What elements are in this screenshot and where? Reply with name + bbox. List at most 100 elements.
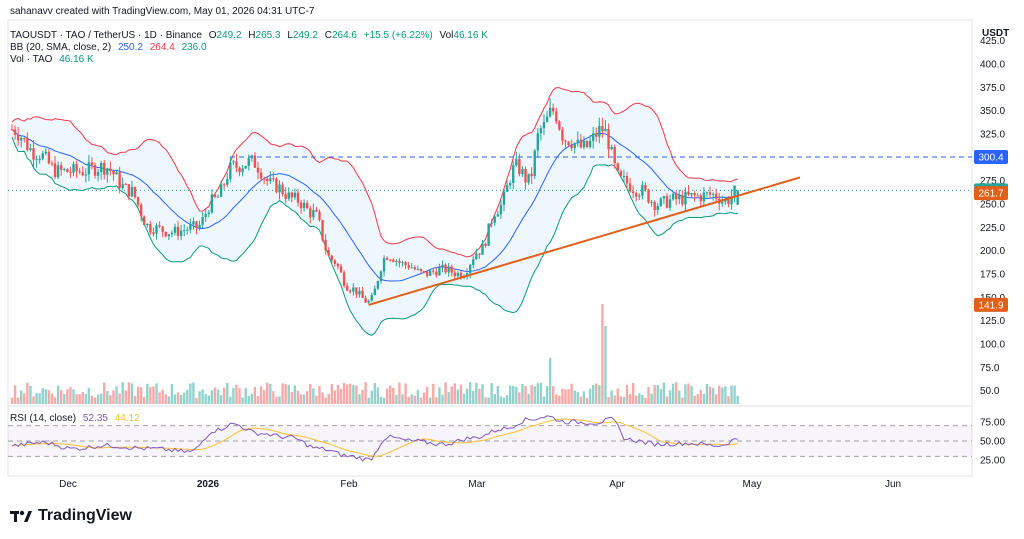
- volume-bar: [638, 393, 641, 404]
- candle-body: [665, 196, 669, 208]
- candle-body: [481, 243, 484, 255]
- price-label-badge: [974, 149, 1008, 164]
- volume-bar: [210, 390, 214, 404]
- candle-body: [330, 255, 333, 261]
- candle-body: [404, 262, 407, 266]
- price-tick-label: 50.0: [980, 386, 1000, 397]
- candle-body: [456, 272, 460, 277]
- volume-bar: [133, 396, 137, 404]
- price-tick-label: 200.0: [980, 246, 1005, 257]
- candle-body: [730, 196, 733, 205]
- candle-body: [149, 223, 152, 233]
- candle-body: [186, 229, 189, 231]
- candle-body: [530, 173, 533, 177]
- candle-body: [238, 167, 241, 173]
- candle-body: [548, 107, 552, 117]
- rsi-label[interactable]: RSI (14, close): [10, 413, 77, 424]
- candle-body: [321, 220, 324, 240]
- candle-body: [527, 173, 530, 183]
- volume-bar: [484, 397, 487, 404]
- volume-bar: [50, 393, 54, 404]
- volume-bar: [336, 384, 340, 404]
- candle-body: [395, 260, 398, 262]
- candle-body: [524, 168, 527, 183]
- volume-bar: [321, 392, 324, 404]
- candle-body: [733, 185, 736, 197]
- candle-body: [490, 222, 493, 224]
- volume-bar: [475, 382, 478, 404]
- volume-bar: [472, 391, 475, 404]
- volume-bar: [161, 389, 164, 404]
- candle-body: [167, 234, 171, 237]
- candle-body: [109, 168, 112, 171]
- volume-bar: [462, 393, 466, 404]
- volume-bar: [619, 396, 623, 404]
- candle-body: [518, 159, 521, 174]
- bb-band-fill: [12, 87, 738, 336]
- volume-bar: [293, 385, 297, 404]
- volume-bar: [232, 387, 235, 404]
- candle-body: [653, 201, 656, 211]
- volume-bar: [349, 383, 352, 404]
- volume-bar: [247, 395, 250, 404]
- volume-bar: [158, 392, 161, 404]
- candle-body: [536, 133, 540, 151]
- candle-body: [290, 192, 294, 198]
- volume-bar: [422, 392, 426, 404]
- volume-bar: [364, 382, 367, 404]
- price-tick-label: 275.0: [980, 176, 1005, 187]
- candle-body: [675, 193, 678, 200]
- candle-body: [293, 192, 297, 198]
- volume-bar: [90, 395, 94, 404]
- candle-body: [472, 259, 475, 265]
- volume-bar: [355, 385, 358, 404]
- candle-body: [69, 172, 72, 174]
- candle-body: [253, 155, 257, 168]
- candle-body: [173, 226, 177, 233]
- candle-body: [20, 138, 23, 141]
- candle-body: [441, 264, 444, 268]
- candle-body: [50, 163, 54, 165]
- volume-bar: [733, 385, 736, 404]
- candle-body: [152, 232, 155, 234]
- volume-bar: [570, 383, 573, 404]
- volume-bar: [604, 326, 607, 404]
- high-label: H: [248, 30, 256, 41]
- volume-bar: [124, 390, 127, 404]
- volume-bar: [401, 394, 404, 404]
- volume-bar: [361, 389, 364, 404]
- volume-bar: [690, 385, 693, 404]
- tradingview-logo-icon: [10, 510, 32, 522]
- bb-basis-line: [11, 129, 738, 282]
- volume-bar: [567, 389, 570, 404]
- candle-body: [232, 161, 235, 163]
- volume-bar: [413, 395, 417, 404]
- candle-body: [146, 223, 149, 226]
- volume-bar: [675, 382, 678, 404]
- bb-label[interactable]: BB (20, SMA, close, 2): [10, 42, 112, 53]
- volume-bar: [429, 397, 432, 404]
- candle-body: [198, 224, 201, 229]
- candle-body: [616, 163, 619, 171]
- volume-bar: [450, 386, 453, 404]
- volume-bar: [524, 386, 527, 404]
- candle-body: [281, 184, 284, 195]
- volume-bar: [259, 386, 263, 404]
- volume-bar: [530, 385, 533, 404]
- symbol-title[interactable]: TAOUSDT · TAO / TetherUS · 1D · Binance: [10, 30, 202, 41]
- candle-body: [47, 151, 51, 164]
- candle-body: [118, 172, 121, 189]
- candle-body: [521, 168, 524, 174]
- candle-body: [139, 204, 143, 217]
- candle-body: [702, 192, 706, 202]
- volume-bar: [256, 396, 260, 404]
- candle-body: [644, 185, 647, 190]
- low-value: 249.2: [292, 30, 318, 41]
- candle-body: [638, 195, 641, 197]
- volume-bar: [613, 395, 616, 404]
- volume-bar: [499, 396, 503, 404]
- volume-bar: [545, 386, 549, 404]
- candle-body: [622, 175, 626, 177]
- volume-indicator-label[interactable]: Vol · TAO: [10, 54, 53, 65]
